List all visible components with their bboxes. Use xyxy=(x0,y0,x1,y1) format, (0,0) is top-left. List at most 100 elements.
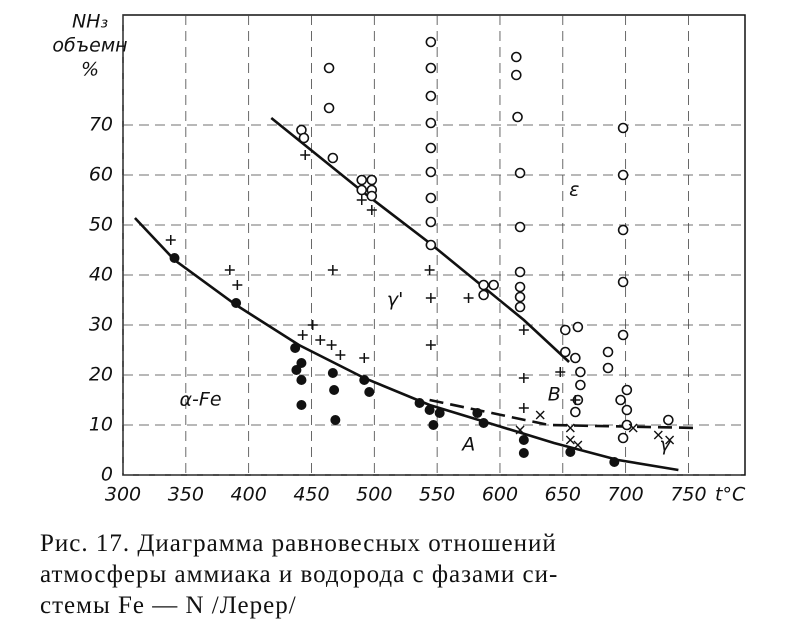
plus xyxy=(424,265,435,275)
plus xyxy=(366,205,377,215)
open-circle xyxy=(615,394,626,406)
curve xyxy=(429,398,699,430)
cross xyxy=(515,425,525,435)
open-circle xyxy=(560,346,571,358)
open-circle xyxy=(663,414,674,426)
open-circle xyxy=(511,51,522,63)
open-circle xyxy=(425,216,437,228)
open-circle xyxy=(425,142,437,154)
annotation: A xyxy=(460,434,475,456)
plus xyxy=(307,320,318,330)
open-circle xyxy=(512,111,523,123)
y-tick-label: 70 xyxy=(89,114,113,136)
filled-circle xyxy=(330,415,341,425)
y-tick-label: 30 xyxy=(89,314,113,336)
open-circle xyxy=(575,379,586,391)
filled-circle xyxy=(478,418,489,428)
open-circle xyxy=(570,352,581,364)
filled-circle xyxy=(518,448,529,458)
filled-circle xyxy=(329,385,340,395)
open-circle xyxy=(617,329,629,341)
filled-circle xyxy=(296,400,307,410)
annotation: γ xyxy=(660,434,673,456)
filled-circle xyxy=(359,375,370,385)
open-circle xyxy=(298,132,310,144)
y-tick-label: 50 xyxy=(89,214,113,236)
open-circle xyxy=(514,301,526,313)
x-tick-label: 650 xyxy=(545,484,581,506)
plus xyxy=(315,335,326,345)
x-tick-label: 400 xyxy=(231,484,267,506)
open-circle xyxy=(478,289,489,301)
open-circle xyxy=(572,321,584,333)
open-circle xyxy=(617,224,629,236)
caption-line: атмосферы аммиака и водорода с фазами си… xyxy=(40,561,559,588)
open-circle xyxy=(478,279,489,291)
open-circle xyxy=(621,419,633,431)
cross xyxy=(573,440,583,450)
y-tick-label: 60 xyxy=(89,164,113,186)
open-circle xyxy=(617,432,629,444)
plus xyxy=(356,195,367,205)
cross xyxy=(653,430,663,440)
y-tick-label: 0 xyxy=(101,464,113,486)
plus xyxy=(518,373,529,383)
filled-circle xyxy=(428,420,439,430)
caption-line: Рис. 17. Диаграмма равновесных отношений xyxy=(40,530,557,557)
filled-circle xyxy=(327,368,338,378)
open-circle xyxy=(327,152,339,164)
filled-circle xyxy=(231,298,242,308)
open-circle xyxy=(366,190,378,202)
open-circle xyxy=(425,90,437,102)
filled-circle xyxy=(472,408,483,418)
plus xyxy=(518,403,529,413)
filled-circle xyxy=(296,375,307,385)
filled-circle xyxy=(609,457,620,467)
open-circle xyxy=(602,362,614,374)
y-tick-label: 40 xyxy=(89,264,113,286)
plus xyxy=(555,367,566,377)
plus xyxy=(327,265,338,275)
y-tick-label: 10 xyxy=(89,414,113,436)
open-circle xyxy=(514,167,526,179)
plus xyxy=(463,293,474,303)
open-circle xyxy=(488,279,499,291)
open-circle xyxy=(425,117,437,129)
chart: 0 10 20 30 40 50 60 70 300 350 400 450 500 550 600 650 7… xyxy=(52,11,746,506)
x-tick-label: 500 xyxy=(356,484,392,506)
open-circle xyxy=(425,36,437,48)
x-tick-label: 750 xyxy=(670,484,706,506)
plus xyxy=(224,265,235,275)
curve xyxy=(133,217,679,472)
open-circle xyxy=(366,174,378,186)
filled-circle xyxy=(518,435,529,445)
annotation: B xyxy=(548,384,561,406)
annotation: ε xyxy=(569,179,579,201)
filled-circle xyxy=(291,365,302,375)
cross xyxy=(628,423,638,433)
open-circle xyxy=(425,166,437,178)
plus xyxy=(425,293,436,303)
open-circle xyxy=(570,406,581,418)
open-circle xyxy=(621,404,633,416)
plus xyxy=(297,330,308,340)
plus xyxy=(518,325,529,335)
open-circle xyxy=(617,122,629,134)
open-circle xyxy=(514,221,526,233)
open-circle xyxy=(621,384,633,396)
cross xyxy=(535,410,545,420)
plus xyxy=(425,340,436,350)
plus xyxy=(570,395,581,405)
open-circle xyxy=(425,239,437,251)
y-tick-label: 20 xyxy=(89,364,113,386)
plus xyxy=(300,150,311,160)
plus xyxy=(165,235,176,245)
open-circle xyxy=(617,169,629,181)
filled-circle xyxy=(414,398,425,408)
open-circle xyxy=(514,266,526,278)
x-tick-label: 350 xyxy=(168,484,204,506)
open-circle xyxy=(511,69,522,81)
open-circle xyxy=(425,192,437,204)
cross xyxy=(665,435,675,445)
